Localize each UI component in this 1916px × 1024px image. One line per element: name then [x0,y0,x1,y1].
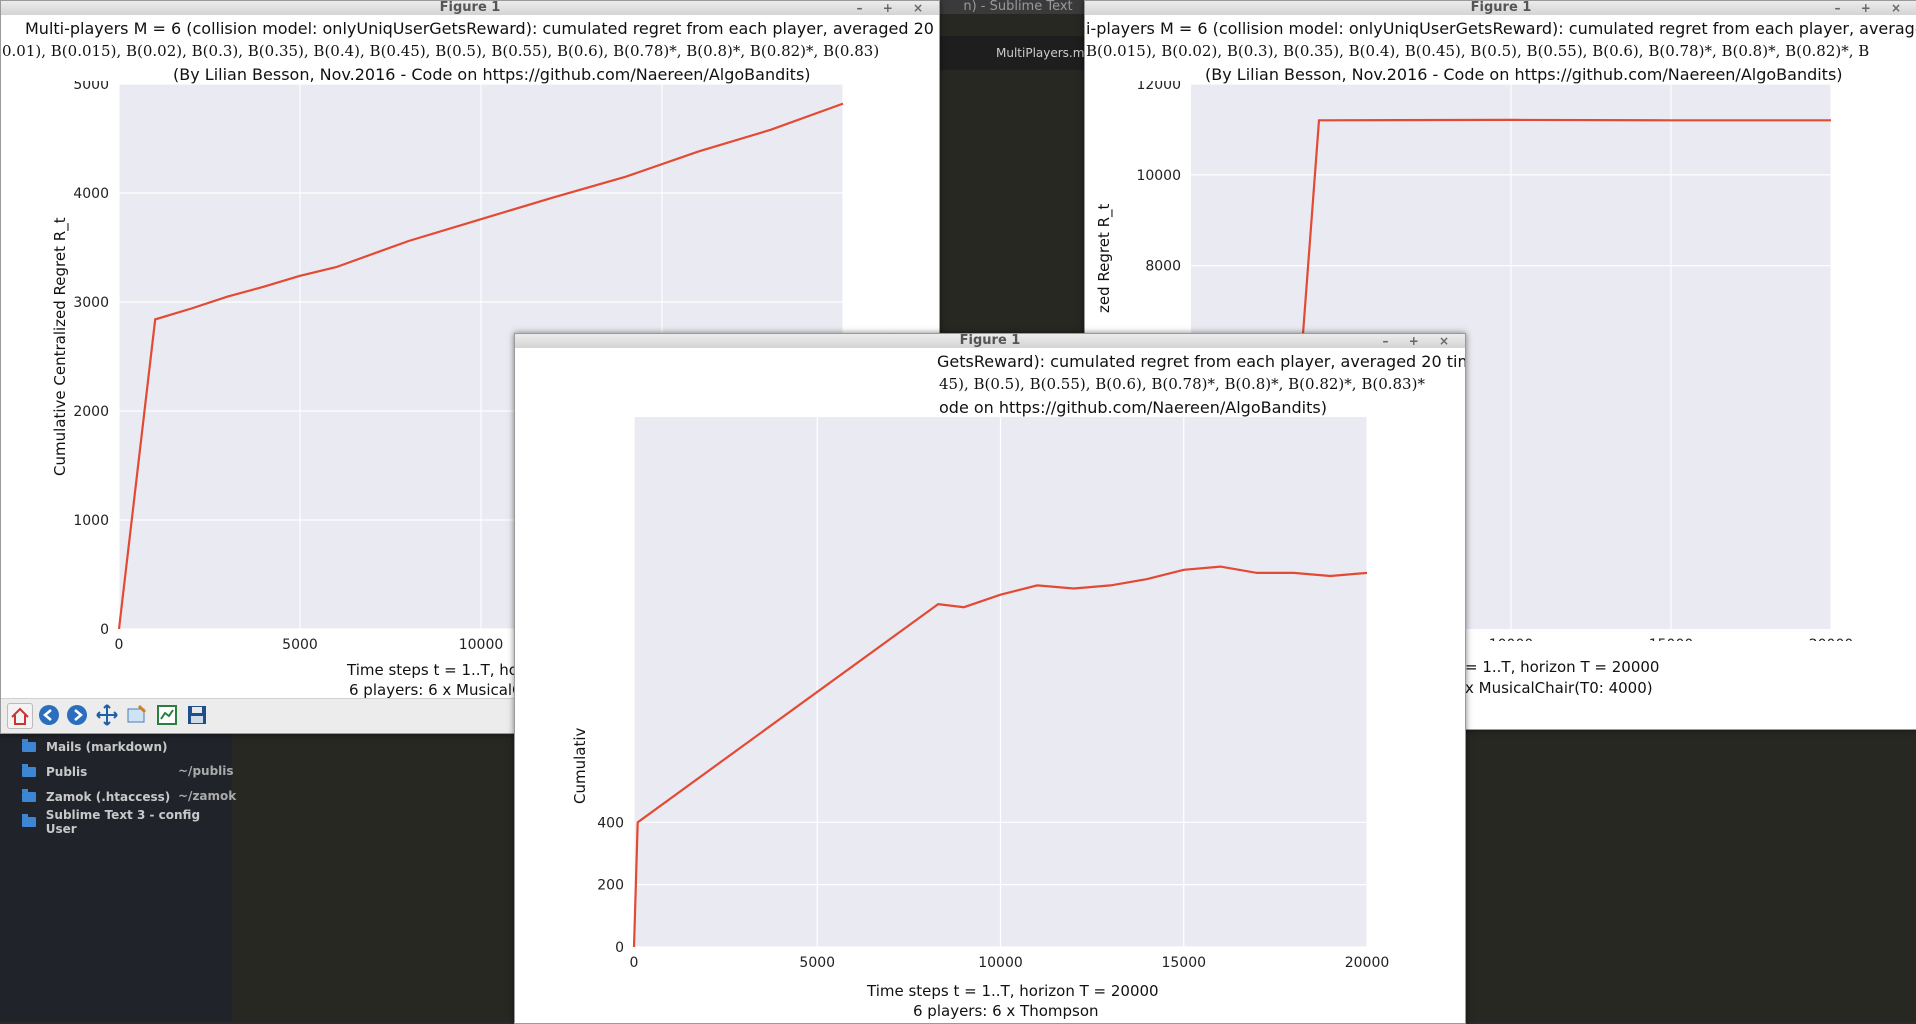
sidebar-item-label: Mails (markdown) [46,740,168,754]
sidebar-item-path: ~/zamok [178,789,237,803]
figure-window-2[interactable]: Figure 1 – + × i-players M = 6 (collision… [1084,0,1916,730]
sidebar-item-zamok[interactable]: Zamok (.htaccess) [22,787,170,807]
y-tick-label: 0 [100,622,109,638]
pan-icon[interactable] [95,703,119,727]
sidebar-item-label: Publis [46,765,88,779]
back-icon[interactable] [37,703,61,727]
x-tick-label: 15000 [1649,637,1694,641]
editor-title: n) - Sublime Text [963,0,1073,14]
editor-tab[interactable]: MultiPlayers.m [996,46,1085,60]
y-tick-label: 3000 [73,295,109,311]
y-axis-label: zed Regret R_t [1095,203,1113,313]
x-tick-label: 10000 [978,955,1023,971]
sidebar-item-label: Zamok (.htaccess) [46,790,171,804]
y-tick-label: 5000 [73,81,109,93]
window-controls[interactable]: – + × [856,1,931,15]
series-line [632,565,1368,948]
figure-window-3[interactable]: Figure 1 – + × GetsReward): cumulated reg… [514,333,1466,1024]
x-axis-label: Time steps t = 1..T, horizon T = 20000 [867,982,1159,1000]
x-axis-label-2: 6 players: 6 x Thompson [913,1002,1099,1020]
y-tick-label: 4000 [73,186,109,202]
y-tick-label: 12000 [1136,81,1181,93]
chart-w3: 0 5000 10000 15000 20000 0 200 400 [597,417,1390,971]
figure-title-line2: B(0.015), B(0.02), B(0.3), B(0.35), B(0.… [1086,42,1870,60]
x-tick-label: 0 [630,955,639,971]
series-line [1301,118,1831,334]
figure-title-line1: GetsReward): cumulated regret from each … [937,352,1466,371]
figure-title-line2: 0.01), B(0.015), B(0.02), B(0.3), B(0.35… [2,42,880,60]
figure-title-line1: Multi-players M = 6 (collision model: on… [25,19,940,38]
window-controls[interactable]: – + × [1834,1,1909,15]
window-title: Figure 1 [1470,0,1532,15]
x-axis-label-2: x MusicalChair(T0: 4000) [1465,679,1653,697]
x-tick-label: 5000 [282,637,318,653]
x-tick-label: 10000 [459,637,504,653]
y-tick-label: 2000 [73,404,109,420]
sidebar: Mails (markdown) Publis ~/publis Zamok (… [0,720,236,1022]
folder-icon [22,814,36,827]
zoom-icon[interactable] [125,703,149,727]
window-titlebar[interactable]: Figure 1 – + × [1085,1,1916,15]
x-tick-label: 10000 [1489,637,1534,641]
figure-title-line2: 45), B(0.5), B(0.55), B(0.6), B(0.78)*, … [939,375,1425,393]
sidebar-item-label: Sublime Text 3 - config User [45,808,201,836]
x-tick-label: 0 [115,637,124,653]
folder-icon [22,789,36,802]
folder-icon [22,739,36,752]
y-tick-label: 1000 [73,513,109,529]
y-tick-label: 0 [615,940,624,956]
y-axis-label: Cumulativ [571,727,589,804]
sidebar-item-sublime-config[interactable]: Sublime Text 3 - config User [22,808,232,836]
x-tick-label: 20000 [1345,955,1390,971]
x-tick-label: 15000 [1161,955,1206,971]
y-axis-label: Cumulative Centralized Regret R_t [51,217,69,476]
series-line [117,102,844,630]
figure-title-line3: ode on https://github.com/Naereen/AlgoBa… [939,398,1327,417]
figure-title-line3: (By Lilian Besson, Nov.2016 - Code on ht… [173,65,811,84]
sidebar-item-publis[interactable]: Publis [22,762,87,782]
forward-icon[interactable] [65,703,89,727]
window-controls[interactable]: – + × [1382,334,1457,348]
y-tick-label: 8000 [1145,259,1181,275]
window-titlebar[interactable]: Figure 1 – + × [515,334,1465,348]
figure-title-line1: i-players M = 6 (collision model: onlyUn… [1086,19,1916,38]
x-tick-label: 5000 [799,955,835,971]
window-title: Figure 1 [959,333,1021,348]
window-title: Figure 1 [439,0,501,15]
x-tick-label: 20000 [1809,637,1854,641]
x-axis-label: = 1..T, horizon T = 20000 [1465,658,1660,676]
sidebar-item-path: ~/publis [178,764,234,778]
y-tick-label: 200 [597,878,624,894]
y-tick-label: 400 [597,815,624,831]
window-titlebar[interactable]: Figure 1 – + × [1,1,939,15]
figure-title-line3: (By Lilian Besson, Nov.2016 - Code on ht… [1205,65,1843,84]
sidebar-item-mails[interactable]: Mails (markdown) [22,737,168,757]
save-icon[interactable] [185,703,209,727]
y-tick-label: 10000 [1136,168,1181,184]
home-icon[interactable] [7,703,33,729]
folder-icon [22,764,36,777]
subplots-icon[interactable] [155,703,179,727]
